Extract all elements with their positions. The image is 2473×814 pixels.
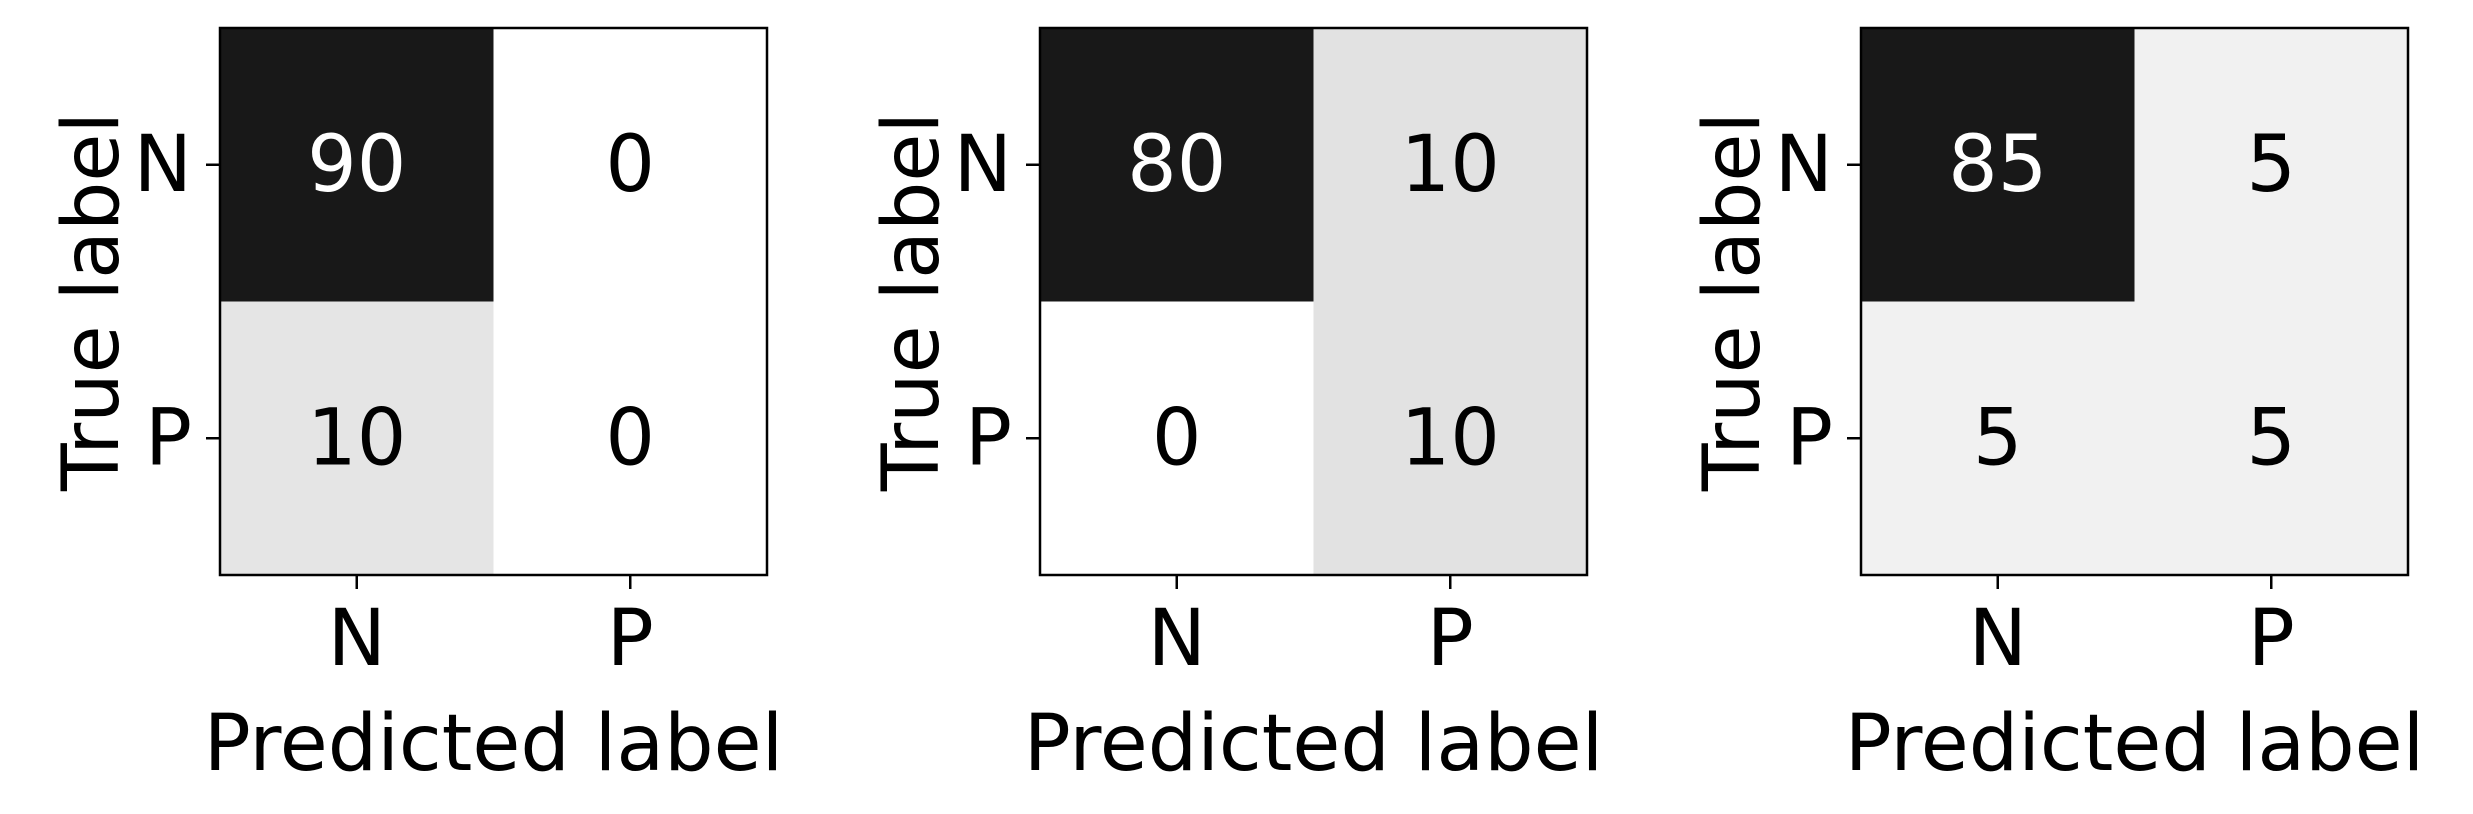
cell-value-label: 85 <box>1948 120 2047 210</box>
y-axis-label: True label <box>47 112 137 492</box>
y-tick-label: N <box>1775 120 1833 210</box>
confusion-matrix-panel-1: 90 0 10 0 N P N P Predicted label True label <box>47 26 784 789</box>
y-tick-label: P <box>145 393 192 483</box>
cell-value-label: 10 <box>307 393 406 483</box>
cell-value-label: 0 <box>605 120 655 210</box>
heatmap-cell <box>220 301 494 575</box>
x-tick-label: P <box>607 594 654 684</box>
cell-value-label: 5 <box>2246 120 2296 210</box>
cell-value-label: 0 <box>605 393 655 483</box>
cell-value-label: 10 <box>1401 393 1500 483</box>
x-axis-label: Predicted label <box>204 699 784 789</box>
heatmap-cell <box>2134 301 2408 575</box>
y-tick-label: P <box>965 393 1012 483</box>
y-tick-label: P <box>1786 393 1833 483</box>
heatmap-cell <box>493 301 767 575</box>
x-tick-label: N <box>1969 594 2027 684</box>
heatmap-cell <box>1313 301 1587 575</box>
cell-value-label: 10 <box>1401 120 1500 210</box>
heatmap-cell <box>1040 28 1314 302</box>
confusion-matrix-panel-2: 80 10 0 10 N P N P Predicted label True label <box>867 26 1604 789</box>
heatmap-cell <box>1040 301 1314 575</box>
cell-value-label: 90 <box>307 120 406 210</box>
y-tick-label: N <box>134 120 192 210</box>
heatmap-cell <box>1861 301 2135 575</box>
y-axis-label: True label <box>867 112 957 492</box>
heatmap-cell <box>220 28 494 302</box>
heatmap-cell <box>1861 28 2135 302</box>
axes-frame <box>1859 26 2410 577</box>
cell-value-label: 80 <box>1127 120 1226 210</box>
x-tick-label: N <box>1148 594 1206 684</box>
cell-value-label: 5 <box>1973 393 2023 483</box>
axes-frame <box>1038 26 1589 577</box>
y-axis-label: True label <box>1688 112 1778 492</box>
heatmap-cell <box>1313 28 1587 302</box>
cell-value-label: 0 <box>1152 393 1202 483</box>
y-tick-label: N <box>954 120 1012 210</box>
x-tick-label: P <box>2248 594 2295 684</box>
axes-frame <box>218 26 769 577</box>
x-axis-label: Predicted label <box>1024 699 1604 789</box>
x-tick-label: N <box>328 594 386 684</box>
x-axis-label: Predicted label <box>1845 699 2425 789</box>
confusion-matrix-panel-3: 85 5 5 5 N P N P Predicted label True label <box>1688 26 2425 789</box>
heatmap-cell <box>2134 28 2408 302</box>
cell-value-label: 5 <box>2246 393 2296 483</box>
heatmap-cell <box>493 28 767 302</box>
x-tick-label: P <box>1427 594 1474 684</box>
